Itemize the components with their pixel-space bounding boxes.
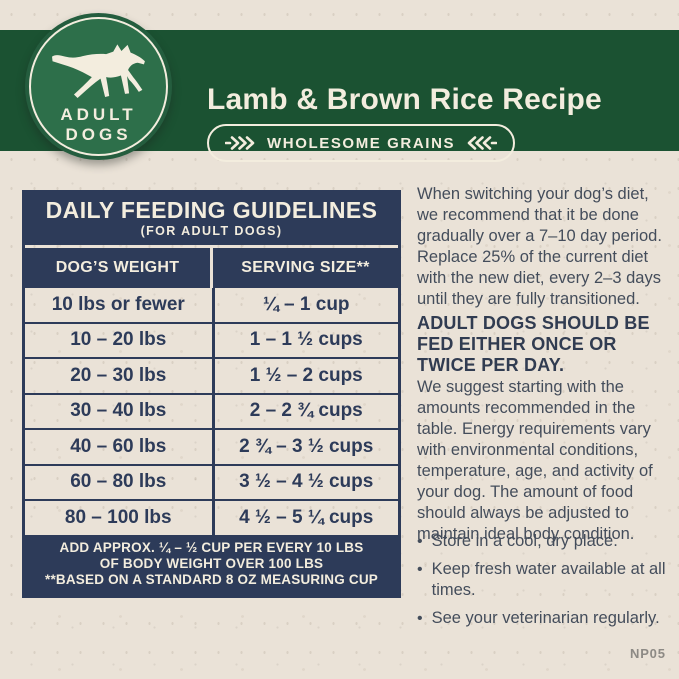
badge-line-dogs: DOGS (65, 125, 132, 144)
table-row: 30 – 40 lbs 2 – 2 ¾ cups (25, 392, 399, 428)
bullet-icon: • (417, 533, 423, 550)
running-dog-icon (52, 44, 145, 99)
serving-cell: 2 – 2 ¾ cups (211, 394, 399, 428)
adult-dogs-badge-text: ADULT DOGS (31, 105, 166, 145)
table-rows: 10 lbs or fewer ¼ – 1 cup 10 – 20 lbs 1 … (25, 288, 398, 535)
table-row: 80 – 100 lbs 4 ½ – 5 ¼ cups (25, 499, 398, 535)
table-title-block: DAILY FEEDING GUIDELINES (FOR ADULT DOGS… (25, 193, 398, 245)
weight-cell: 80 – 100 lbs (64, 506, 172, 528)
column-header-serving: SERVING SIZE** (213, 248, 398, 288)
weight-cell: 10 – 20 lbs (70, 329, 167, 350)
weight-cell: 10 lbs or fewer (51, 293, 185, 315)
table-row: 20 – 30 lbs 1 ½ – 2 cups (25, 357, 398, 393)
care-tips-list: • Store in a cool, dry place. • Keep fre… (417, 531, 671, 636)
weight-cell: 40 – 60 lbs (70, 435, 167, 457)
table-row: 10 lbs or fewer ¼ – 1 cup (25, 288, 398, 322)
feeding-amount-paragraph: We suggest starting with the amounts rec… (417, 378, 653, 543)
serving-cell: 2 ¾ – 3 ½ cups (211, 430, 399, 464)
wholesome-grains-badge: WHOLESOME GRAINS (207, 124, 516, 162)
package-code: NP05 (630, 646, 666, 661)
column-header-weight: DOG’S WEIGHT (25, 248, 210, 288)
serving-cell: ¼ – 1 cup (211, 288, 399, 322)
table-footnotes: ADD APPROX. ¼ – ½ CUP PER EVERY 10 LBS O… (25, 534, 398, 595)
list-item-text: See your veterinarian regularly. (431, 609, 660, 627)
feeding-frequency-heading: ADULT DOGS SHOULD BE FED EITHER ONCE OR … (417, 313, 650, 375)
footnote-line3: **BASED ON A STANDARD 8 OZ MEASURING CUP (44, 571, 379, 587)
serving-cell: 1 – 1 ½ cups (211, 323, 399, 357)
weight-cell: 60 – 80 lbs (70, 471, 167, 492)
serving-cell: 1 ½ – 2 cups (211, 359, 399, 393)
table-row: 40 – 60 lbs 2 ¾ – 3 ½ cups (25, 428, 398, 464)
wheat-sprig-right-icon (467, 136, 498, 150)
list-item: • Keep fresh water available at all time… (417, 559, 671, 601)
wholesome-grains-label: WHOLESOME GRAINS (267, 134, 456, 152)
wheat-sprig-left-icon (225, 136, 255, 150)
diet-transition-paragraph: When switching your dog’s diet, we recom… (417, 185, 662, 308)
serving-cell: 3 ½ – 4 ½ cups (211, 465, 399, 499)
table-column-headers: DOG’S WEIGHT SERVING SIZE** (25, 248, 398, 288)
weight-cell: 30 – 40 lbs (70, 400, 167, 421)
table-subtitle: (FOR ADULT DOGS) (140, 224, 283, 238)
table-row: 60 – 80 lbs 3 ½ – 4 ½ cups (25, 463, 399, 499)
list-item: • See your veterinarian regularly. (417, 608, 671, 629)
weight-cell: 20 – 30 lbs (70, 364, 167, 386)
list-item-text: Keep fresh water available at all times. (431, 560, 666, 599)
table-row: 10 – 20 lbs 1 – 1 ½ cups (25, 321, 399, 357)
badge-line-adult: ADULT (60, 105, 137, 124)
adult-dogs-badge: ADULT DOGS (25, 13, 172, 160)
list-item-text: Store in a cool, dry place. (431, 532, 618, 550)
footnote-line1: ADD APPROX. ¼ – ½ CUP PER EVERY 10 LBS (59, 539, 364, 555)
list-item: • Store in a cool, dry place. (417, 531, 671, 552)
bullet-icon: • (417, 561, 423, 578)
feeding-guidelines-table: DAILY FEEDING GUIDELINES (FOR ADULT DOGS… (22, 190, 401, 598)
serving-cell: 4 ½ – 5 ¼ cups (211, 501, 399, 535)
footnote-line2: OF BODY WEIGHT OVER 100 LBS (99, 555, 324, 571)
bullet-icon: • (417, 610, 423, 627)
recipe-title: Lamb & Brown Rice Recipe (207, 83, 602, 116)
table-title: DAILY FEEDING GUIDELINES (45, 197, 378, 223)
adult-dogs-badge-ring: ADULT DOGS (29, 17, 168, 156)
